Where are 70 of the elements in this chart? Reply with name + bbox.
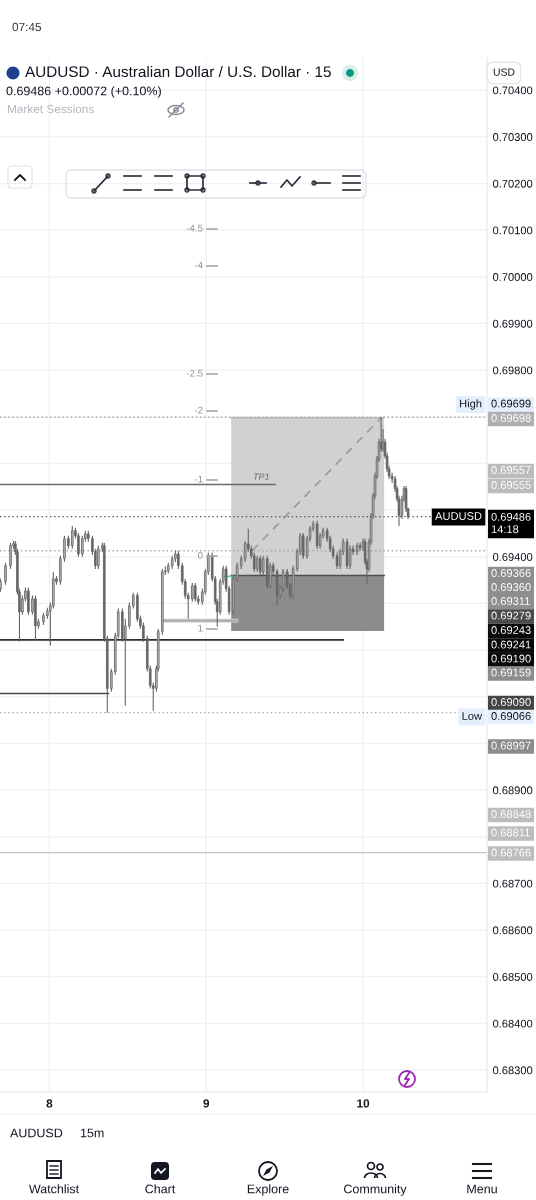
y-tick-label: 0.70300 — [492, 133, 533, 141]
y-tick-label: 0.68700 — [492, 879, 533, 888]
candlestick — [191, 582, 194, 603]
y-tick-label: 0.68600 — [492, 926, 533, 935]
y-tick-label: 0.69900 — [492, 319, 533, 328]
candlestick — [97, 545, 100, 570]
y-tick-label: 0.70100 — [492, 226, 533, 235]
annotation: -4.5 — [186, 224, 203, 232]
candlestick — [345, 538, 349, 570]
annotation: -2 — [194, 406, 203, 414]
text: Explore — [247, 1184, 289, 1196]
y-tick-label: 0.68300 — [492, 1066, 533, 1075]
text: Watchlist — [28, 1184, 80, 1194]
annotation: 0 — [197, 551, 203, 559]
candlestick — [4, 562, 7, 586]
y-tick-label: 0.70200 — [492, 179, 533, 188]
y-tick-label: 0.68400 — [492, 1019, 533, 1028]
annotation: -4 — [194, 261, 203, 269]
annotation: High — [460, 399, 482, 410]
series-label: TP1 — [253, 473, 269, 480]
text: 0.69555 — [491, 481, 531, 489]
text: AUDUSD — [10, 1128, 63, 1138]
annotation: -1 — [194, 475, 203, 483]
x-tick-label: 10 — [357, 1099, 370, 1108]
x-tick-label: 9 — [203, 1099, 210, 1108]
y-tick-label: 0.69800 — [492, 366, 533, 375]
text: 15m — [80, 1128, 104, 1138]
text: 0.69241 — [491, 640, 531, 649]
candlestick — [301, 532, 305, 560]
annotation: Low — [462, 712, 483, 720]
text: 0.69066 — [491, 712, 531, 720]
text: Menu — [467, 1184, 497, 1194]
y-tick-label: 0.70000 — [492, 273, 533, 281]
text: 0.69698 — [491, 414, 531, 422]
y-tick-label: 0.69400 — [492, 553, 533, 561]
annotation: -2.5 — [186, 369, 203, 377]
candlestick — [193, 582, 197, 603]
annotation: Market Sessions — [7, 104, 94, 114]
text: 0.69311 — [491, 597, 530, 605]
text: 0.69366 — [491, 569, 531, 577]
text: 0.69279 — [491, 611, 531, 620]
chart-title: AUDUSD · Australian Dollar / U.S. Dollar · 15 — [25, 65, 331, 78]
text: USD — [493, 68, 515, 76]
annotation: 1 — [198, 624, 203, 632]
text: Chart — [145, 1184, 176, 1194]
text: 07:45 — [12, 22, 42, 32]
candlestick — [9, 542, 12, 570]
text: 0.69243 — [491, 626, 531, 634]
text: 0.69159 — [491, 668, 531, 677]
candlestick — [77, 532, 80, 558]
text: 0.69557 — [491, 466, 531, 474]
y-tick-label: 0.68500 — [492, 973, 533, 981]
text: 0.69090 — [491, 698, 531, 706]
text: 0.68997 — [491, 741, 531, 750]
candlestick — [27, 587, 30, 616]
text: 0.68848 — [491, 810, 531, 818]
text: 0.69360 — [491, 583, 531, 591]
x-tick-label: 8 — [46, 1099, 53, 1108]
candlestick — [0, 578, 2, 593]
text: 0.69486 14:18 — [491, 512, 531, 534]
text: Community — [344, 1184, 407, 1196]
text: 0.68766 — [491, 848, 531, 857]
text: 0.69190 — [491, 654, 531, 663]
text: 0.69486 +0.00072 (+0.10%) — [6, 86, 161, 98]
y-tick-label: 0.70400 — [492, 86, 533, 95]
text: 0.69699 — [491, 399, 531, 408]
candlestick — [81, 535, 84, 558]
text: 0.68811 — [491, 828, 530, 837]
y-tick-label: 0.68900 — [492, 786, 533, 795]
annotation: AUDUSD — [435, 512, 482, 520]
